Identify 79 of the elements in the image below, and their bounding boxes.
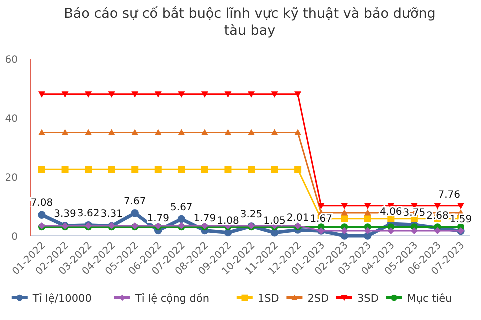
point [201, 166, 208, 174]
point [341, 227, 348, 234]
point [85, 129, 92, 136]
data-label: 5.67 [170, 202, 193, 214]
legend-label: 2SD [308, 293, 330, 305]
data-label: 3.31 [100, 209, 123, 220]
y-tick-label: 20 [5, 173, 18, 184]
legend-label: Tỉ lệ cộng dồn [134, 293, 210, 305]
point [294, 129, 302, 136]
point [154, 166, 162, 174]
point [364, 209, 372, 216]
point [154, 129, 162, 136]
point [85, 166, 92, 174]
annotation: 7.76 [438, 190, 460, 201]
point [178, 92, 186, 98]
data-label: 3.25 [240, 209, 263, 220]
legend-label: 1SD [258, 293, 280, 305]
y-tick-label: 40 [5, 114, 18, 125]
point [132, 92, 139, 98]
point [132, 166, 139, 174]
point [458, 203, 464, 210]
point [178, 166, 186, 174]
point [388, 227, 395, 234]
point [201, 92, 208, 98]
data-label: 1.79 [147, 214, 170, 225]
y-tick-label: 60 [5, 55, 18, 66]
point [271, 129, 278, 136]
point [201, 129, 208, 136]
point [132, 129, 139, 136]
point [364, 203, 372, 210]
point [224, 166, 232, 174]
point [248, 129, 255, 136]
point [38, 211, 46, 219]
point [341, 209, 348, 216]
data-label: 3.39 [54, 209, 76, 220]
point [341, 215, 348, 222]
point [318, 203, 325, 210]
point [38, 92, 46, 98]
point [154, 92, 162, 98]
data-label: 1.08 [217, 216, 240, 227]
data-label: 3.75 [403, 208, 426, 219]
point [248, 92, 255, 98]
point [224, 129, 232, 136]
data-label: 1.05 [264, 216, 286, 227]
point [434, 203, 442, 210]
point [271, 166, 278, 174]
point [178, 215, 186, 224]
point [341, 203, 348, 210]
point [294, 92, 302, 98]
point [271, 92, 278, 98]
point [434, 227, 442, 234]
data-label: 1.79 [194, 214, 216, 225]
data-label: 7.08 [30, 198, 54, 210]
data-label: 2.01 [286, 213, 310, 224]
point [62, 166, 69, 174]
legend-label: Mục tiêu [407, 293, 452, 305]
point [248, 166, 255, 174]
legend-label: Tỉ lệ/10000 [32, 293, 92, 305]
point [178, 129, 186, 136]
point [364, 227, 372, 234]
y-tick-label: 0 [12, 232, 18, 243]
data-label: 3.62 [77, 208, 100, 220]
point [108, 129, 116, 136]
point [85, 92, 92, 98]
point [410, 227, 418, 234]
data-label: 7.67 [124, 196, 146, 208]
point [108, 166, 116, 174]
legend-label: 3SD [358, 293, 379, 305]
point [224, 92, 232, 98]
point [62, 129, 69, 136]
data-label: 4.06 [380, 207, 402, 218]
point [294, 166, 302, 174]
point [38, 166, 46, 174]
point [364, 215, 372, 222]
chart-title: Báo cáo sự cố bắt buộc lĩnh vực kỹ thuật và bảo dưỡng tàu bay [64, 6, 436, 39]
point [108, 92, 116, 98]
point [62, 92, 69, 98]
point [38, 129, 46, 136]
point [131, 210, 139, 218]
